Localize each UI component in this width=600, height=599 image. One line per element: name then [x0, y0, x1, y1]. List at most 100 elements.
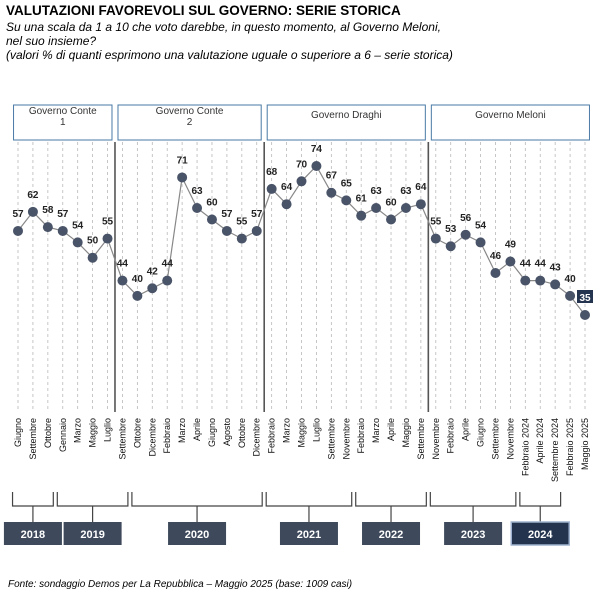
data-label: 57: [251, 209, 263, 220]
year-badge: [3, 522, 62, 545]
year-badge-label: 2020: [185, 529, 209, 541]
data-point: [162, 275, 173, 286]
data-label: 46: [490, 251, 502, 262]
data-point: [251, 225, 262, 236]
data-label: 40: [132, 274, 144, 285]
subtitle-line: (valori % di quanti esprimono una valuta…: [6, 48, 453, 62]
year-bracket: [56, 492, 129, 507]
x-tick-label: Aprile 2024: [535, 418, 545, 464]
x-tick-label: Marzo: [282, 418, 292, 443]
chart-title: VALUTAZIONI FAVOREVOLI SUL GOVERNO: SERI…: [6, 3, 401, 18]
data-label: 62: [27, 190, 39, 201]
data-point: [535, 275, 546, 286]
year-badge-label: 2018: [21, 529, 45, 541]
data-label: 58: [42, 205, 54, 216]
x-tick-label: Settembre: [326, 418, 336, 460]
data-label: 44: [520, 259, 532, 270]
year-badge-label: 2022: [379, 529, 403, 541]
data-label: 63: [400, 186, 412, 197]
data-label: 40: [565, 274, 577, 285]
x-tick-label: Aprile: [386, 418, 396, 441]
year-bracket: [11, 492, 54, 507]
data-label: 68: [266, 167, 278, 178]
data-label: 64: [415, 182, 427, 193]
year-bracket: [429, 492, 517, 507]
x-tick-label: Novembre: [505, 418, 515, 460]
x-tick-label: Febbraio 2024: [520, 418, 530, 476]
year-badge: [510, 521, 570, 546]
year-badge: [279, 522, 338, 545]
data-point: [221, 225, 232, 236]
period-header-label: 2: [187, 117, 193, 128]
x-tick-label: Dicembre: [252, 418, 262, 457]
chart-subtitle: Su una scala da 1 a 10 che voto darebbe,…: [6, 20, 566, 62]
data-point: [57, 225, 68, 236]
x-tick-label: Marzo: [371, 418, 381, 443]
data-point: [565, 290, 576, 301]
data-point: [117, 275, 128, 286]
data-point: [266, 183, 277, 194]
data-label: 61: [356, 194, 368, 205]
period-header-label: Governo Draghi: [311, 110, 382, 121]
data-label: 74: [311, 144, 323, 155]
data-label: 63: [191, 186, 203, 197]
x-tick-label: Luglio: [103, 418, 113, 442]
year-badge: [63, 522, 122, 545]
x-tick-label: Maggio 2025: [580, 418, 590, 470]
x-tick-label: Febbraio: [267, 418, 277, 454]
data-label: 43: [550, 262, 562, 273]
data-point: [550, 279, 561, 290]
x-tick-label: Febbraio: [162, 418, 172, 454]
x-tick-label: Settembre 2024: [550, 418, 560, 482]
period-header-label: 1: [60, 117, 66, 128]
data-label: 57: [221, 209, 233, 220]
data-point: [386, 214, 397, 225]
data-label: 44: [117, 259, 129, 270]
x-tick-label: Maggio: [401, 418, 411, 448]
x-tick-label: Maggio: [88, 418, 98, 448]
x-tick-label: Giugno: [476, 418, 486, 447]
x-tick-label: Febbraio: [446, 418, 456, 454]
year-bracket: [519, 492, 562, 507]
data-point: [430, 233, 441, 244]
data-point: [520, 275, 531, 286]
data-point: [27, 206, 38, 217]
data-label: 49: [505, 240, 517, 251]
year-badge-label: 2024: [528, 529, 553, 541]
data-label: 56: [460, 213, 472, 224]
x-tick-label: Settembre: [416, 418, 426, 460]
source-note: Fonte: sondaggio Demos per La Repubblica…: [8, 579, 353, 590]
year-badge-label: 2023: [461, 529, 485, 541]
data-label: 42: [147, 266, 159, 277]
data-point: [326, 187, 337, 198]
x-tick-label: Giugno: [13, 418, 23, 447]
data-point: [356, 210, 367, 221]
data-point: [371, 203, 382, 214]
x-tick-label: Febbraio 2025: [565, 418, 575, 476]
period-header-box: [117, 104, 262, 141]
year-bracket: [131, 492, 263, 507]
year-badge-label: 2021: [297, 529, 321, 541]
data-point: [505, 256, 516, 267]
period-header-label: Governo Conte: [156, 106, 224, 117]
data-label: 60: [206, 197, 218, 208]
data-point: [580, 310, 590, 320]
x-tick-label: Febbraio: [356, 418, 366, 454]
data-label: 35: [579, 293, 591, 304]
x-tick-label: Settembre: [117, 418, 127, 460]
data-label: 63: [371, 186, 383, 197]
data-point: [13, 225, 23, 236]
x-tick-label: Settembre: [490, 418, 500, 460]
x-tick-label: Giugno: [207, 418, 217, 447]
x-tick-label: Luglio: [311, 418, 321, 442]
data-label: 71: [177, 155, 189, 166]
year-badge: [444, 522, 503, 545]
period-header-label: Governo Meloni: [475, 110, 546, 121]
subtitle-line: nel suo insieme?: [6, 34, 97, 48]
data-point: [475, 237, 486, 248]
data-point: [311, 161, 322, 171]
period-header-box: [266, 104, 426, 141]
data-label: 44: [162, 259, 174, 270]
data-point: [192, 203, 203, 214]
subtitle-line: Su una scala da 1 a 10 che voto darebbe,…: [6, 20, 441, 34]
